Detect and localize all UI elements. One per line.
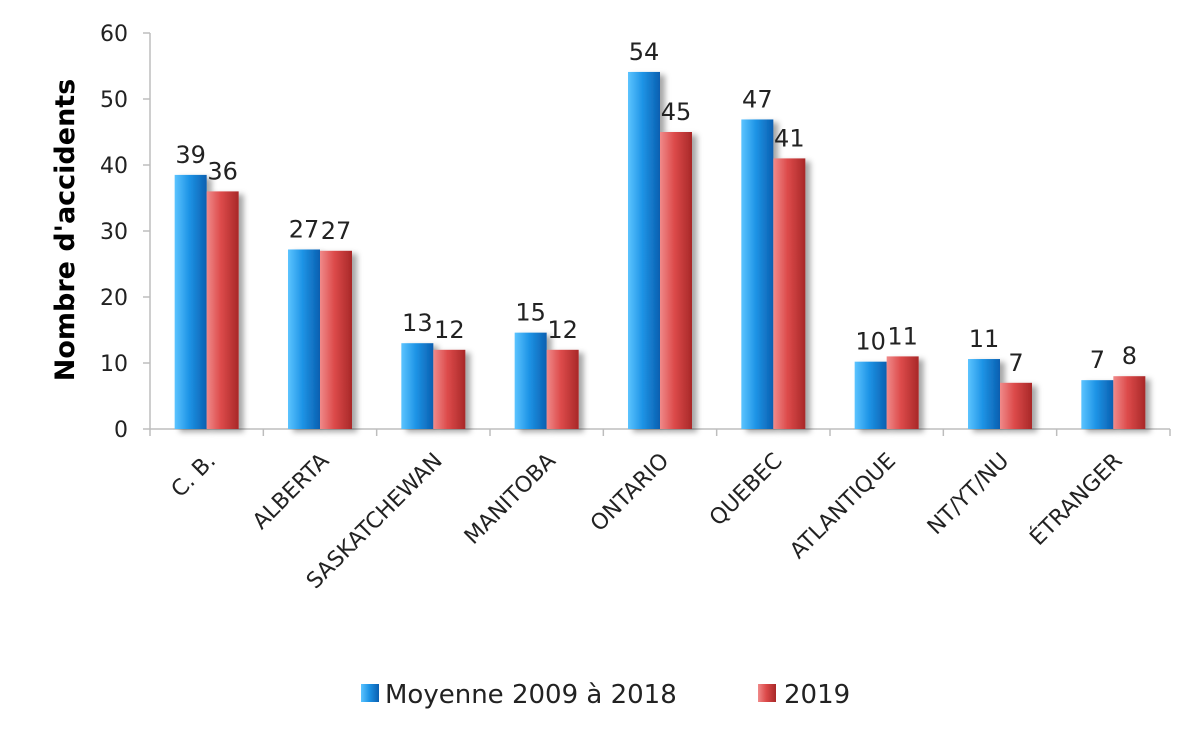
y-tick-label: 10 [100, 352, 128, 377]
bar-2019 [206, 191, 239, 429]
category-label: ONTARIO [586, 449, 674, 537]
legend-label-1: 2019 [784, 680, 850, 710]
data-label: 10 [855, 328, 886, 356]
category-label: NT/YT/NU [923, 449, 1014, 540]
data-label: 7 [1008, 349, 1023, 377]
legend-label-0: Moyenne 2009 à 2018 [385, 680, 677, 710]
bar-moyenne [514, 332, 547, 429]
bar-moyenne [1081, 380, 1114, 429]
category-label: MANITOBA [460, 449, 561, 550]
bar-2019 [1113, 376, 1146, 429]
data-label: 13 [402, 309, 433, 337]
data-label: 7 [1090, 346, 1105, 374]
bar-moyenne [288, 249, 320, 429]
bar-2019 [546, 349, 579, 429]
bar-2019 [660, 132, 692, 429]
bar-2019 [1000, 382, 1032, 429]
y-axis-label: Nombre d'accidents [50, 79, 81, 382]
category-label: C. B. [167, 449, 221, 503]
bar-moyenne [741, 119, 774, 430]
bar-moyenne [628, 71, 660, 429]
bar-2019 [773, 158, 806, 429]
category-label: ATLANTIQUE [785, 449, 900, 564]
data-label: 47 [742, 85, 773, 113]
data-label: 36 [207, 157, 238, 185]
y-tick-label: 60 [100, 22, 128, 47]
bar-moyenne [854, 361, 887, 429]
data-label: 27 [289, 215, 320, 243]
bar-2019 [320, 250, 352, 429]
data-label: 11 [887, 322, 918, 350]
data-label: 12 [434, 316, 465, 344]
category-label: ALBERTA [248, 449, 334, 535]
bar-2019 [433, 349, 466, 429]
y-tick-label: 0 [114, 418, 128, 443]
data-label: 12 [547, 316, 578, 344]
data-label: 27 [321, 217, 352, 245]
y-tick-label: 30 [100, 220, 128, 245]
data-label: 39 [175, 141, 206, 169]
y-tick-label: 40 [100, 154, 128, 179]
data-label: 45 [661, 98, 692, 126]
data-label: 54 [629, 38, 660, 66]
bar-moyenne [968, 359, 1000, 429]
data-label: 15 [515, 299, 546, 327]
legend-swatch-0 [361, 684, 379, 702]
bar-2019 [886, 356, 919, 429]
y-tick-label: 20 [100, 286, 128, 311]
data-label: 11 [969, 325, 1000, 353]
bar-moyenne [401, 343, 434, 429]
bar-moyenne [174, 174, 207, 429]
bars [174, 71, 1146, 430]
data-label: 8 [1122, 342, 1137, 370]
y-tick-label: 50 [100, 88, 128, 113]
legend: Moyenne 2009 à 2018 2019 [361, 680, 850, 710]
data-label: 41 [774, 124, 805, 152]
legend-swatch-1 [758, 684, 776, 702]
category-label: QUEBEC [705, 449, 788, 532]
category-label: ÉTRANGER [1025, 448, 1128, 551]
